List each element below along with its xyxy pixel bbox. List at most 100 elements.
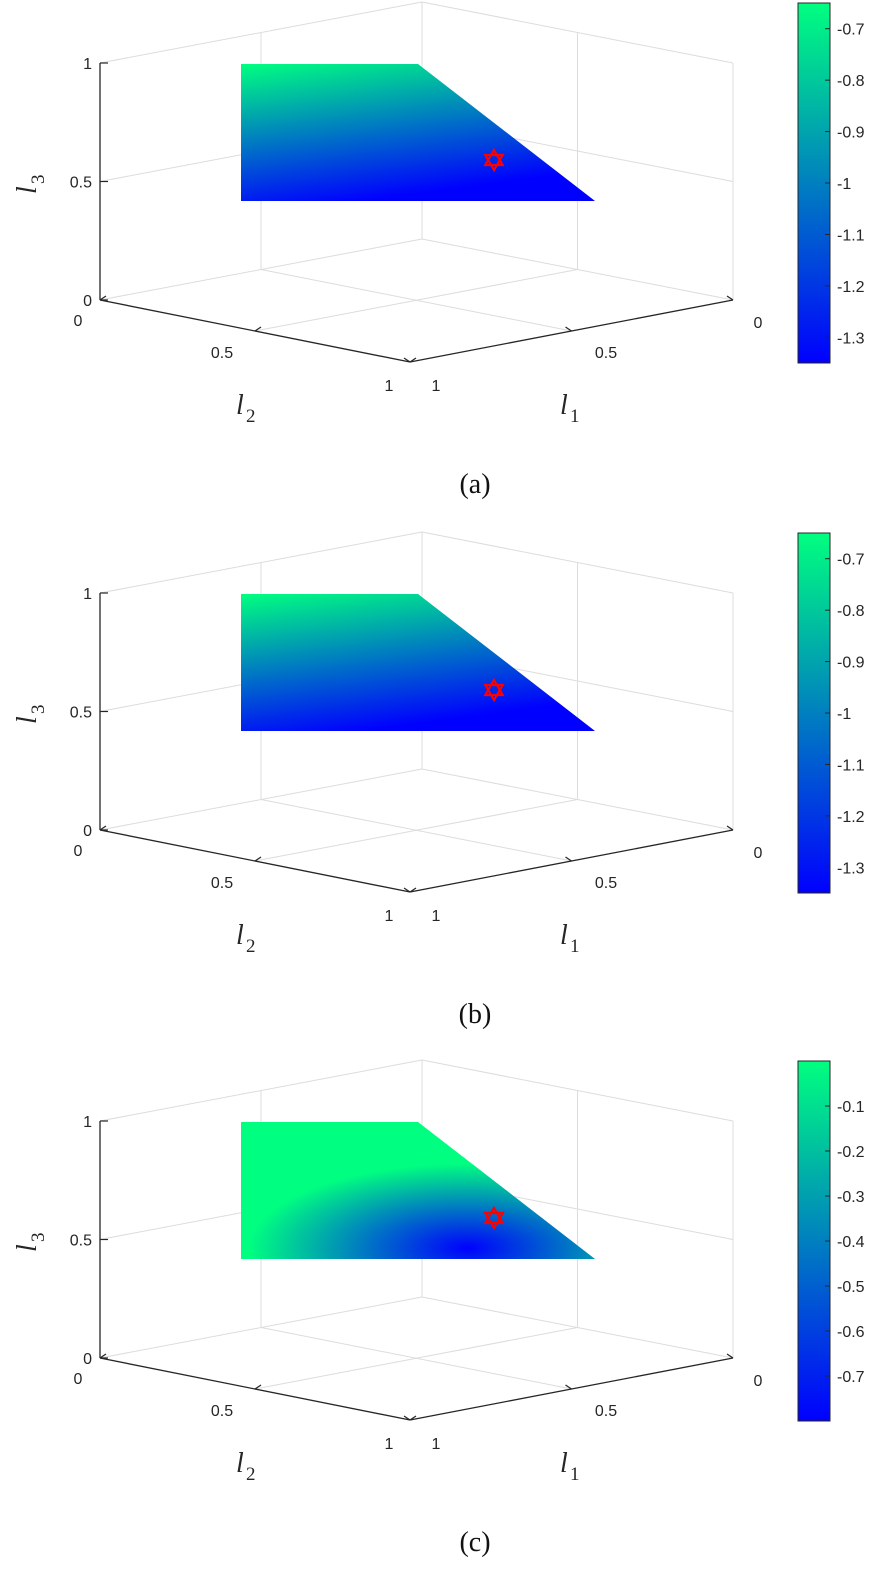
l1-tick-mark [565, 326, 572, 332]
l1-tick-label: 0.5 [595, 1403, 617, 1420]
colorbar [797, 2, 831, 364]
data-region [241, 594, 595, 731]
colorbar-tick-label: -1 [837, 706, 851, 723]
l1-tick-mark [726, 295, 734, 301]
l3-axis-subscript: 3 [28, 1233, 49, 1243]
caption-a: (a) [459, 469, 490, 500]
colorbar-tick-label: -0.6 [837, 1324, 865, 1341]
z-tick-label: 0.5 [70, 1233, 92, 1250]
l2-tick-mark [409, 357, 417, 363]
l2-tick-mark [409, 887, 417, 893]
l2-tick-label: 0 [74, 313, 83, 330]
optimum-marker [483, 683, 505, 703]
caption-b: (b) [459, 999, 492, 1030]
colorbar-tick-label: -0.5 [837, 1279, 865, 1296]
l1-tick-label: 0 [754, 315, 763, 332]
subplot-b: 0 0.5 1 0 0.5 1 1 0.5 0 l 3 l 2 l 1 -0.7 -0.8 -0.9 -1 -1.1-… [0, 530, 892, 1050]
l2-tick-mark [99, 295, 107, 301]
z-tick-label: 0 [83, 1351, 92, 1368]
z-tick-label: 0 [83, 293, 92, 310]
z-tick-label: 1 [83, 1114, 92, 1131]
grid-line [99, 531, 423, 594]
optimum-marker [483, 677, 505, 697]
colorbar-tick-label: -0.4 [837, 1234, 865, 1251]
l2-tick-mark [254, 326, 262, 332]
l2-tick-label: 1 [385, 908, 394, 925]
caption-c: (c) [459, 1527, 490, 1558]
l1-tick-label: 0 [754, 1373, 763, 1390]
grid-line [254, 799, 578, 862]
l1-tick-label: 0.5 [595, 875, 617, 892]
colorbar-tick-label: -0.2 [837, 1144, 865, 1161]
l2-axis-symbol: l [236, 390, 244, 421]
grid-line [99, 1, 423, 64]
l1-axis-symbol: l [560, 920, 568, 951]
l3-axis-label: l3 [12, 1233, 49, 1253]
l2-tick-label: 0.5 [211, 345, 233, 362]
optimum-marker [483, 1211, 505, 1231]
colorbar-tick-label: -1.1 [837, 757, 865, 774]
l1-axis-symbol: l [560, 390, 568, 421]
colorbar-tick-label: -0.7 [837, 1369, 865, 1386]
colorbar-tick-label: -0.8 [837, 73, 865, 90]
l1-tick-label: 1 [432, 1436, 441, 1453]
optimum-marker [483, 153, 505, 173]
colorbar-tick-label: -1.2 [837, 279, 865, 296]
l3-axis-label: l3 [12, 705, 49, 725]
l3-axis-symbol: l [12, 186, 43, 194]
z-tick-label: 1 [83, 56, 92, 73]
colorbar-tick-label: -0.7 [837, 552, 865, 569]
subplot-c: 0 0.5 1 0 0.5 1 1 0.5 0 l 3 l 2 l 1 -0.1 -0.2 -0.3 -0.4 -0.… [0, 1058, 892, 1580]
data-region [241, 64, 595, 201]
colorbar [797, 1060, 831, 1422]
z-tick-label: 0.5 [70, 175, 92, 192]
grid-line [421, 1, 734, 64]
l2-axis-symbol: l [236, 920, 244, 951]
z-tick-label: 0 [83, 823, 92, 840]
colorbar-tick-label: -0.9 [837, 655, 865, 672]
l2-tick-mark [254, 1384, 262, 1390]
l1-tick-label: 0.5 [595, 345, 617, 362]
colorbar-tick-label: -0.9 [837, 125, 865, 142]
l1-tick-mark [403, 357, 411, 363]
l2-tick-mark [99, 1353, 107, 1359]
l1-tick-label: 1 [432, 378, 441, 395]
l1-tick-label: 0 [754, 845, 763, 862]
l3-axis-symbol: l [12, 1244, 43, 1252]
data-region [241, 1122, 595, 1259]
l1-tick-mark [726, 1353, 734, 1359]
colorbar-tick-label: -0.8 [837, 603, 865, 620]
l2-axis-subscript: 2 [246, 406, 256, 427]
l3-axis-subscript: 3 [28, 175, 49, 185]
l2-tick-label: 1 [385, 378, 394, 395]
l1-axis-subscript: 1 [570, 406, 580, 427]
l2-tick-label: 1 [385, 1436, 394, 1453]
optimum-marker [483, 1205, 505, 1225]
grid-line [254, 1327, 578, 1390]
colorbar-tick-label: -1.3 [837, 330, 865, 347]
l2-axis-subscript: 2 [246, 936, 256, 957]
l1-axis-subscript: 1 [570, 936, 580, 957]
l2-tick-mark [254, 856, 262, 862]
l1-tick-mark [726, 825, 734, 831]
l2-tick-label: 0.5 [211, 1403, 233, 1420]
subplot-a: 0 0.5 1 0 0.5 1 1 0.5 0 l 3 l 2 l 1 -0.7 -0.8 -0.9 -1 -1.1-… [0, 0, 892, 520]
l2-tick-mark [409, 1415, 417, 1421]
l2-axis-subscript: 2 [246, 1464, 256, 1485]
l1-tick-mark [403, 1415, 411, 1421]
optimum-marker [483, 147, 505, 167]
l2-axis-symbol: l [236, 1448, 244, 1479]
grid-line [421, 1059, 734, 1122]
l2-tick-mark [99, 825, 107, 831]
l1-tick-mark [565, 856, 572, 862]
grid-line [421, 531, 734, 594]
